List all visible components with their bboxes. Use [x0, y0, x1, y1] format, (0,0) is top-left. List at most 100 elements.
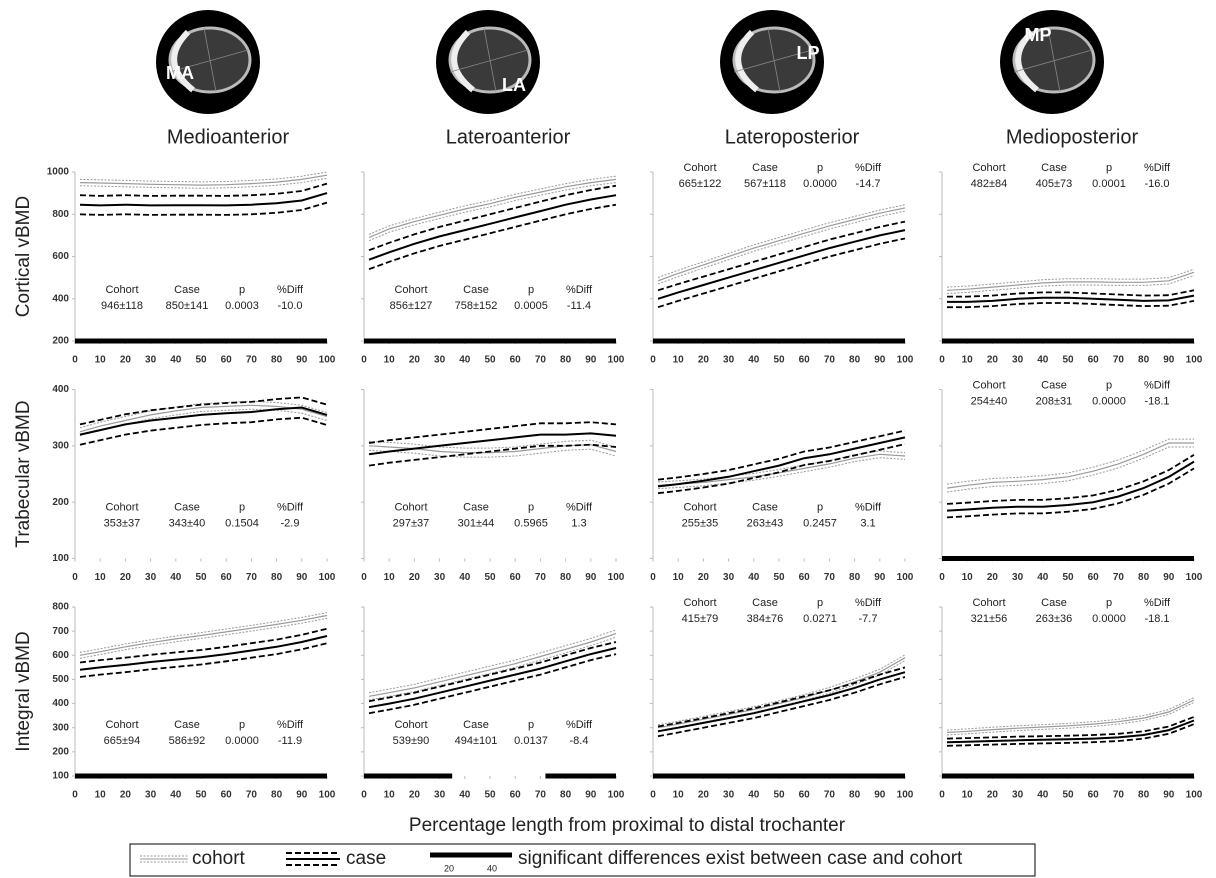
stats-header: p	[528, 719, 534, 731]
stats-value: 539±90	[393, 735, 430, 747]
y-tick-label: 400	[52, 698, 69, 709]
x-tick-label: 30	[723, 790, 735, 801]
x-tick-label: 100	[897, 355, 914, 366]
stats-header: Case	[463, 501, 489, 513]
stats-value: 0.1504	[225, 517, 259, 529]
mean-line	[79, 614, 328, 656]
y-tick-label: 800	[52, 209, 69, 220]
x-tick-label: 30	[434, 572, 446, 583]
stats-value: 0.0137	[514, 735, 548, 747]
mean-line	[79, 174, 328, 186]
stats-value: 297±37	[393, 517, 430, 529]
x-tick-label: 50	[195, 355, 207, 366]
stats-value: 353±37	[104, 517, 141, 529]
stats-header: p	[239, 284, 245, 296]
crosshair	[203, 27, 217, 93]
panel: 0 10 20 30 40 50 60 70 80 90 100 Cohort 321±56 Case 26…	[939, 597, 1203, 801]
stats-header: Cohort	[105, 719, 138, 731]
x-tick-label: 30	[434, 355, 446, 366]
stats-value: 405±73	[1036, 178, 1073, 190]
panel: 0 10 20 30 40 50 60 70 80 90 100 Cohort 539±90 Case 49…	[361, 606, 625, 801]
ci-line	[946, 723, 1195, 747]
x-tick-label: 70	[1113, 790, 1125, 801]
x-tick-label: 80	[1138, 355, 1150, 366]
mean-line	[79, 404, 328, 433]
x-tick-label: 60	[1088, 572, 1100, 583]
stats-value: -14.7	[855, 178, 880, 190]
ci-line	[657, 429, 906, 481]
x-tick-label: 90	[585, 572, 597, 583]
stats-header: Case	[1041, 162, 1067, 174]
x-tick-label: 60	[1088, 355, 1100, 366]
ci-line	[368, 443, 617, 467]
x-tick-label: 80	[271, 790, 283, 801]
ci-line	[946, 446, 1194, 493]
x-tick-label: 20	[120, 572, 132, 583]
mean-line	[368, 178, 617, 239]
column-title: Lateroposterior	[725, 126, 860, 148]
x-tick-label: 70	[824, 355, 836, 366]
stats-header: p	[817, 162, 823, 174]
x-tick-label: 40	[459, 355, 471, 366]
mean-line	[79, 192, 328, 207]
x-tick-label: 10	[962, 790, 974, 801]
x-tick-label: 10	[673, 355, 685, 366]
stats-header: Case	[463, 719, 489, 731]
stats-value: 856±127	[390, 300, 433, 312]
stats-header: Case	[752, 501, 778, 513]
x-tick-label: 80	[271, 572, 283, 583]
x-tick-label: 40	[170, 790, 182, 801]
x-tick-label: 30	[145, 355, 157, 366]
mean-line	[946, 699, 1195, 734]
x-tick-label: 90	[1163, 790, 1175, 801]
stats-value: -11.4	[567, 300, 591, 312]
ci-line	[79, 408, 328, 437]
ci-line	[657, 666, 906, 728]
x-tick-label: 60	[221, 790, 233, 801]
ci-line	[368, 641, 617, 703]
stats-value: 0.0005	[514, 300, 548, 312]
stats-value: 0.0271	[803, 613, 837, 625]
stats-header: Cohort	[394, 501, 427, 513]
y-tick-label: 500	[52, 674, 69, 685]
x-tick-label: 40	[459, 572, 471, 583]
x-tick-label: 50	[773, 572, 785, 583]
stats-header: Case	[752, 162, 778, 174]
stats-value: 665±94	[104, 735, 141, 747]
crosshair	[767, 27, 781, 93]
x-tick-label: 10	[95, 572, 107, 583]
ci-line	[657, 204, 906, 279]
crosshair	[1047, 27, 1061, 93]
x-tick-label: 40	[748, 355, 760, 366]
x-tick-label: 0	[650, 355, 656, 366]
ci-line	[79, 201, 328, 216]
region-label: LA	[502, 75, 526, 95]
stats-header: Case	[463, 284, 489, 296]
x-tick-label: 80	[849, 572, 861, 583]
stats-value: 321±56	[971, 613, 1008, 625]
mean-line	[946, 442, 1194, 489]
panel: 100 200 300 400 500 600 700 800 0 10 20 30 40 50 60 70 8…	[13, 602, 336, 801]
ci-line	[946, 438, 1194, 485]
x-tick-label: 0	[361, 355, 367, 366]
stats-header: p	[239, 719, 245, 731]
mean-line	[79, 635, 328, 671]
stats-header: %Diff	[1144, 162, 1171, 174]
y-tick-label: 100	[52, 553, 69, 564]
crosshair	[449, 49, 529, 73]
stats-value: 758±152	[455, 300, 498, 312]
x-tick-label: 20	[409, 790, 421, 801]
bone-cortex	[735, 29, 759, 93]
x-tick-label: 70	[535, 790, 547, 801]
stats-value: 3.1	[860, 517, 875, 529]
x-tick-label: 100	[608, 790, 625, 801]
x-tick-label: 20	[987, 355, 999, 366]
stats-value: 301±44	[458, 517, 495, 529]
stats-header: %Diff	[855, 597, 882, 609]
x-tick-label: 90	[585, 790, 597, 801]
crosshair	[1013, 49, 1093, 73]
x-tick-label: 90	[874, 572, 886, 583]
stats-value: 0.0001	[1092, 178, 1126, 190]
stats-value: 255±35	[682, 517, 719, 529]
